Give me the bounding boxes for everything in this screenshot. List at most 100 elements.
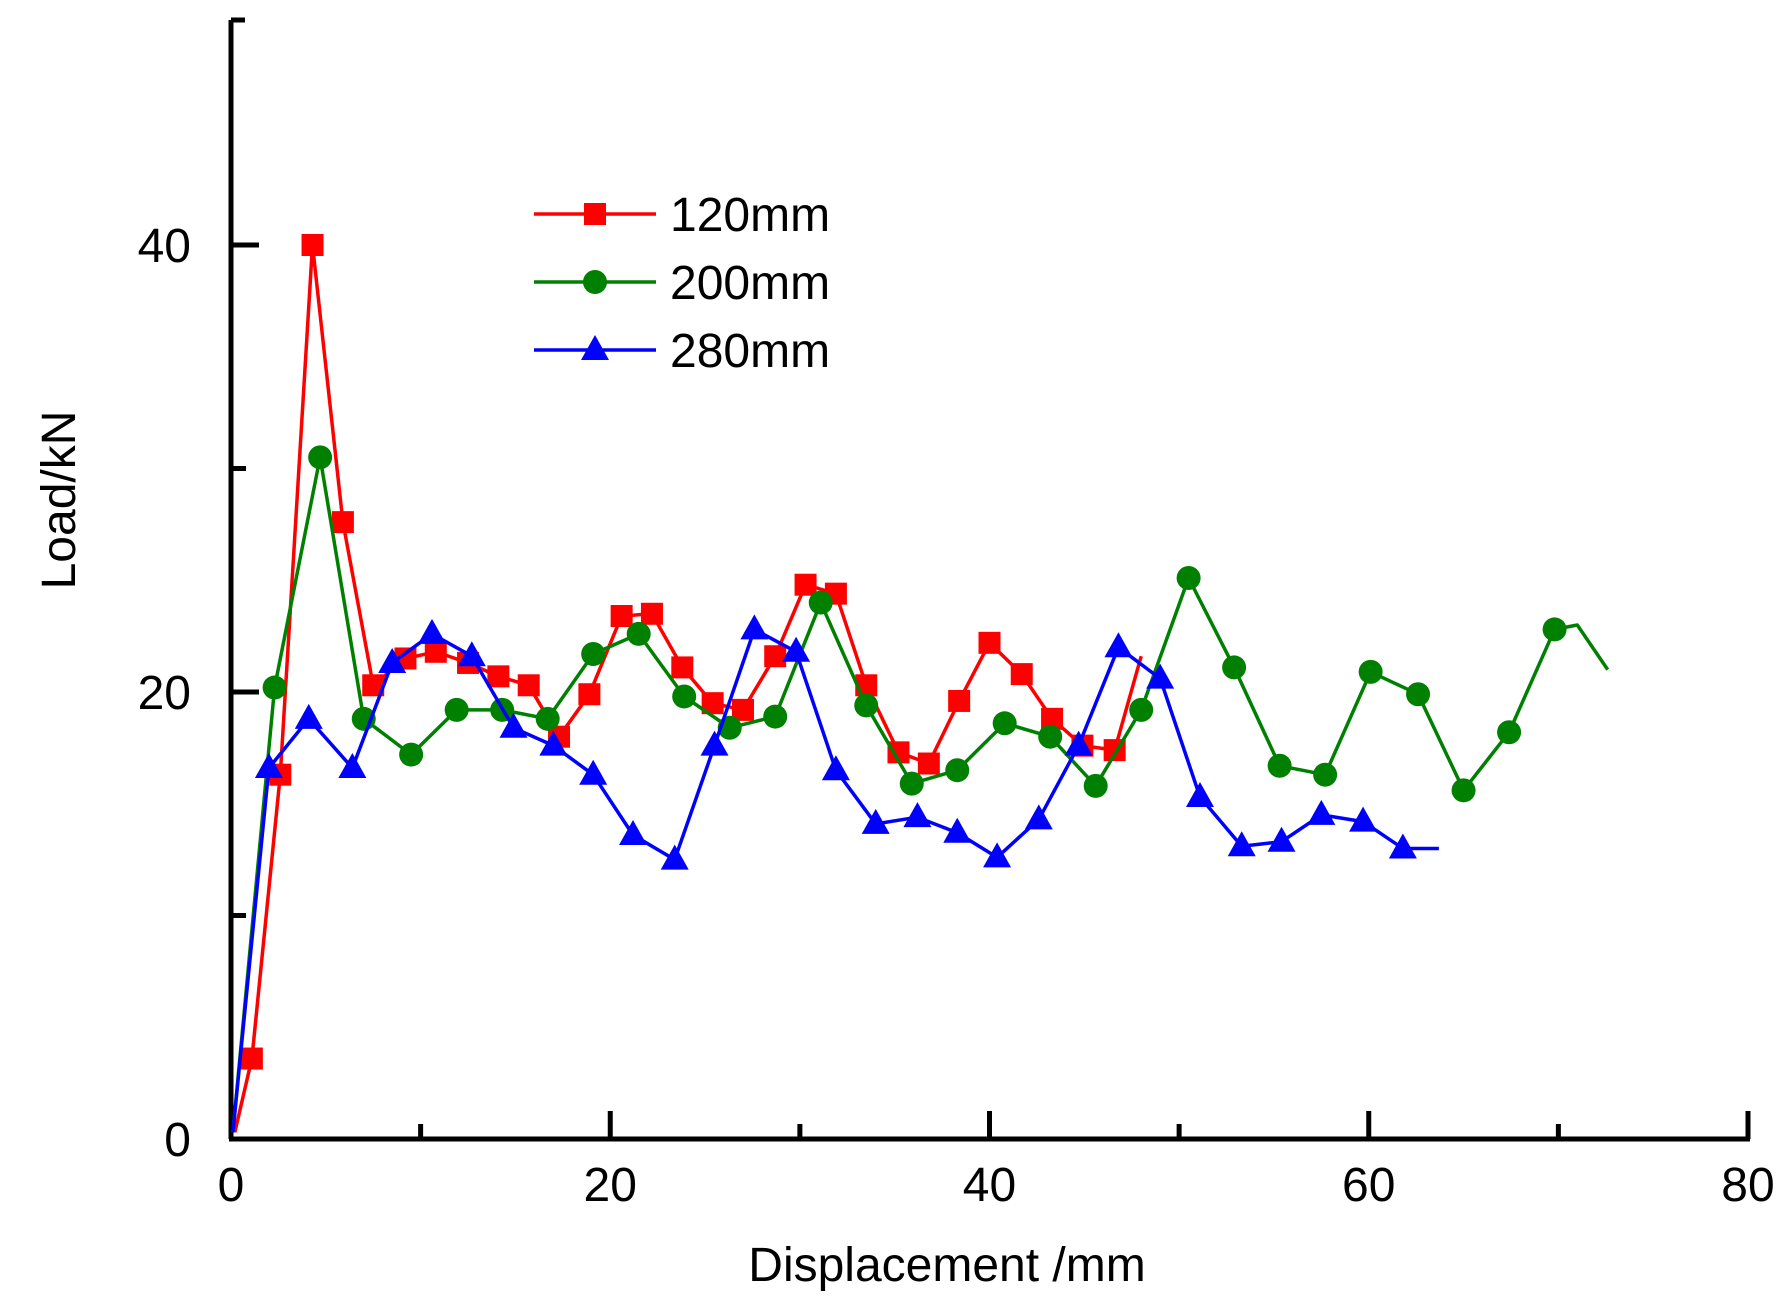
circle-marker [1222,655,1247,680]
triangle-marker [254,752,283,778]
x-tick-label: 0 [218,1159,245,1212]
triangle-marker [700,730,729,756]
y-tick-label: 20 [138,667,191,720]
square-marker [517,674,540,697]
triangle-marker [983,842,1012,868]
legend-label: 200mm [670,257,830,310]
x-tick-label: 60 [1342,1159,1395,1212]
circle-marker [262,675,287,700]
triangle-marker [418,618,447,644]
square-marker [578,683,601,706]
triangle-marker [378,647,407,673]
circle-marker [854,693,879,718]
axes: 0 20 40 60 80 0 20 40 [138,17,1775,1212]
x-axis-title: Displacement /mm [748,1239,1145,1292]
circle-marker [808,590,833,615]
y-tick-label: 40 [138,220,191,273]
square-marker [584,203,606,225]
square-marker [764,645,787,668]
circle-marker [1129,697,1154,722]
triangle-marker [903,802,932,828]
triangle-marker [1185,782,1214,808]
triangle-marker [1388,833,1417,859]
circle-marker [1176,566,1201,591]
square-marker [640,602,663,625]
triangle-marker [1267,826,1296,852]
circle-marker [1313,762,1338,787]
triangle-marker [1064,730,1093,756]
circle-marker [1358,659,1383,684]
triangle-marker [579,759,608,785]
triangle-marker [1349,806,1378,832]
circle-marker [581,642,606,667]
circle-marker [1038,724,1063,749]
square-marker [671,656,694,679]
square-marker [1041,707,1064,730]
legend-label: 120mm [670,189,830,242]
triangle-marker [338,752,367,778]
square-marker [331,511,354,534]
triangle-marker [861,808,890,834]
y-tick-label: 0 [164,1114,191,1167]
series-200mm [231,445,1610,1133]
circle-marker [399,742,424,767]
circle-marker [899,771,924,796]
triangle-marker [1307,799,1336,825]
circle-marker [1542,617,1567,642]
triangle-marker [1227,831,1256,857]
triangle-marker [1146,663,1175,689]
square-marker [917,752,940,775]
square-marker [978,631,1001,654]
square-marker [362,674,385,697]
square-marker [701,692,724,715]
legend-item-200mm: 200mm [534,257,830,310]
triangle-marker [740,614,769,640]
triangle-marker [782,636,811,662]
circle-marker [1267,753,1292,778]
y-axis-title: Load/kN [33,411,86,590]
triangle-marker [294,703,323,729]
square-marker [1010,663,1033,686]
square-marker [731,698,754,721]
circle-marker [763,704,788,729]
legend-label: 280mm [670,325,830,378]
series-line [231,627,1439,1133]
triangle-marker [619,820,648,846]
square-marker [487,665,510,688]
x-tick-label: 20 [584,1159,637,1212]
series-layer [231,234,1610,1133]
triangle-marker [1104,632,1133,658]
square-marker [301,234,324,256]
series-280mm [231,614,1439,1133]
legend-item-280mm: 280mm [534,325,830,378]
circle-marker [626,621,651,646]
triangle-marker [457,641,486,667]
circle-marker [1451,778,1476,803]
square-marker [794,573,817,596]
circle-marker [308,445,333,470]
circle-marker [1406,682,1431,707]
x-tick-label: 40 [963,1159,1016,1212]
triangle-marker [539,730,568,756]
circle-marker [1083,773,1108,798]
legend: 120mm 200mm 280mm [534,189,830,378]
x-tick-label: 80 [1721,1159,1774,1212]
square-marker [610,605,633,628]
legend-item-120mm: 120mm [534,189,830,242]
triangle-marker [943,817,972,843]
square-marker [948,689,971,712]
circle-marker [444,697,469,722]
triangle-marker [660,844,689,870]
triangle-marker [581,335,609,360]
square-marker [424,640,447,663]
circle-marker [535,706,560,731]
circle-marker [992,711,1017,736]
square-marker [887,741,910,764]
circle-marker [945,758,970,783]
circle-marker [583,270,607,294]
triangle-marker [499,712,528,738]
circle-marker [1497,720,1522,745]
triangle-marker [821,755,850,781]
square-marker [240,1047,263,1070]
